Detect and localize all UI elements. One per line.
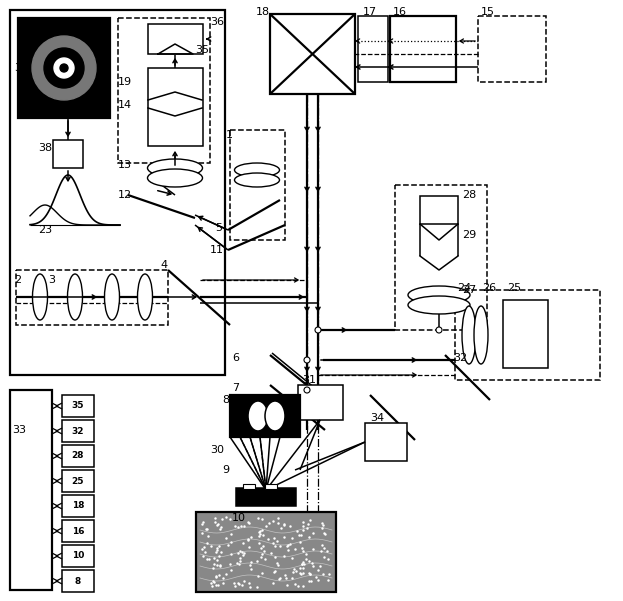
Circle shape <box>304 357 310 363</box>
Bar <box>478 16 546 82</box>
Text: 33: 33 <box>12 425 26 435</box>
Bar <box>265 484 277 489</box>
Text: 10: 10 <box>232 513 246 523</box>
Text: 32: 32 <box>453 353 467 363</box>
Text: 2: 2 <box>14 275 21 285</box>
Text: 17: 17 <box>363 7 377 17</box>
Bar <box>243 484 255 489</box>
Bar <box>230 130 285 240</box>
Circle shape <box>44 48 84 88</box>
Circle shape <box>315 327 321 333</box>
Text: 6: 6 <box>232 353 239 363</box>
Ellipse shape <box>148 159 202 177</box>
Ellipse shape <box>248 401 268 431</box>
Bar <box>390 16 456 82</box>
Text: 35: 35 <box>195 45 209 55</box>
Text: 9: 9 <box>222 465 229 475</box>
Text: 1: 1 <box>226 130 233 140</box>
Text: 5: 5 <box>215 223 222 233</box>
Bar <box>62 445 94 467</box>
Bar <box>148 24 203 54</box>
Ellipse shape <box>234 163 280 177</box>
Ellipse shape <box>474 306 488 364</box>
Ellipse shape <box>234 173 280 187</box>
Text: 15: 15 <box>481 7 495 17</box>
Text: 28: 28 <box>72 451 84 460</box>
Ellipse shape <box>462 306 476 364</box>
Bar <box>62 470 94 492</box>
Ellipse shape <box>408 286 470 304</box>
Circle shape <box>304 387 310 393</box>
Bar <box>236 488 296 506</box>
Bar <box>16 270 168 325</box>
Text: 8: 8 <box>222 395 229 405</box>
Bar <box>62 495 94 517</box>
Text: 23: 23 <box>38 225 52 235</box>
Bar <box>230 395 300 437</box>
Bar <box>298 385 343 420</box>
Ellipse shape <box>105 274 120 320</box>
Circle shape <box>32 36 96 100</box>
Ellipse shape <box>408 296 470 314</box>
Text: 18: 18 <box>72 501 84 510</box>
Bar <box>18 18 110 118</box>
Text: 13: 13 <box>118 160 132 170</box>
Text: 28: 28 <box>462 190 476 200</box>
Bar <box>10 10 225 375</box>
Text: 24: 24 <box>457 283 471 293</box>
Text: 4: 4 <box>160 260 167 270</box>
Bar <box>53 140 83 168</box>
Bar <box>503 300 548 368</box>
Text: 38: 38 <box>38 143 52 153</box>
Bar <box>62 545 94 567</box>
Text: 29: 29 <box>462 230 476 240</box>
Text: 11: 11 <box>210 245 224 255</box>
Bar <box>118 18 210 163</box>
Circle shape <box>436 327 442 333</box>
Text: 35: 35 <box>72 401 84 410</box>
Text: 30: 30 <box>210 445 224 455</box>
Ellipse shape <box>32 274 47 320</box>
Text: 25: 25 <box>72 477 84 486</box>
Text: 16: 16 <box>393 7 407 17</box>
Text: 10: 10 <box>72 552 84 561</box>
Text: 36: 36 <box>210 17 224 27</box>
Text: 37: 37 <box>14 63 28 73</box>
Circle shape <box>60 64 68 72</box>
Text: 18: 18 <box>256 7 270 17</box>
Bar <box>395 185 487 330</box>
Text: 26: 26 <box>482 283 496 293</box>
Text: 8: 8 <box>75 576 81 585</box>
Ellipse shape <box>265 401 285 431</box>
Bar <box>62 570 94 592</box>
Bar <box>62 420 94 442</box>
Bar <box>365 423 407 461</box>
Ellipse shape <box>67 274 82 320</box>
Text: 34: 34 <box>370 413 384 423</box>
Bar <box>358 16 388 82</box>
Text: 19: 19 <box>118 77 132 87</box>
Bar <box>196 512 336 592</box>
Bar <box>10 390 52 590</box>
Ellipse shape <box>138 274 153 320</box>
Text: 25: 25 <box>507 283 521 293</box>
Bar <box>62 520 94 542</box>
Text: 3: 3 <box>48 275 55 285</box>
Text: 31: 31 <box>302 375 316 385</box>
Bar <box>420 196 458 224</box>
Bar <box>62 395 94 417</box>
Text: 14: 14 <box>118 100 132 110</box>
Text: 12: 12 <box>118 190 132 200</box>
Text: 16: 16 <box>72 526 84 535</box>
Text: 27: 27 <box>462 285 476 295</box>
Circle shape <box>54 58 74 78</box>
Bar <box>148 68 203 146</box>
Bar <box>455 290 600 380</box>
Text: 7: 7 <box>232 383 239 393</box>
Text: 32: 32 <box>72 427 84 436</box>
Ellipse shape <box>148 169 202 187</box>
Bar <box>270 14 355 94</box>
